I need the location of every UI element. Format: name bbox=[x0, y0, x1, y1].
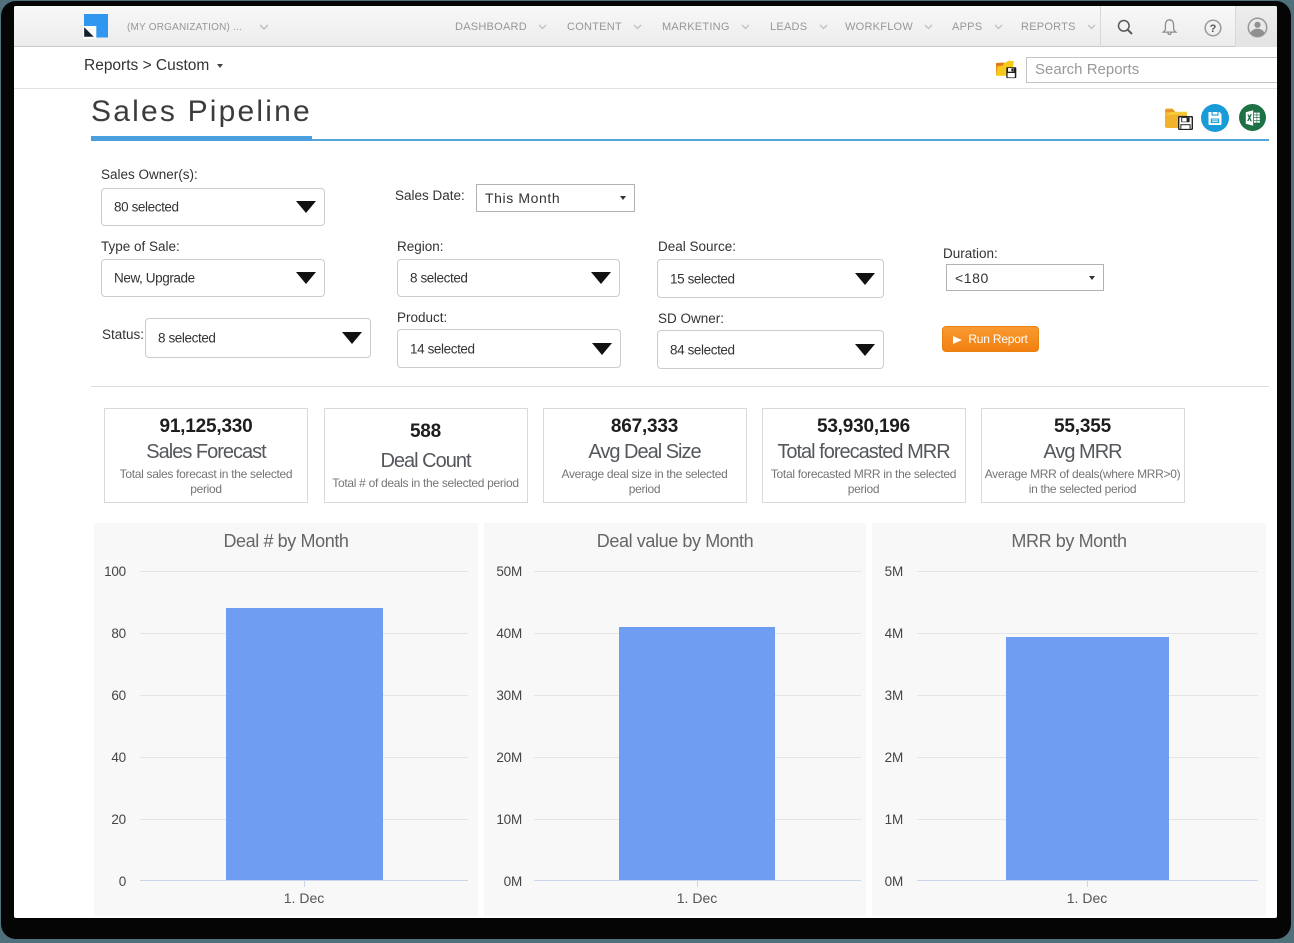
svg-text:?: ? bbox=[1210, 23, 1217, 35]
